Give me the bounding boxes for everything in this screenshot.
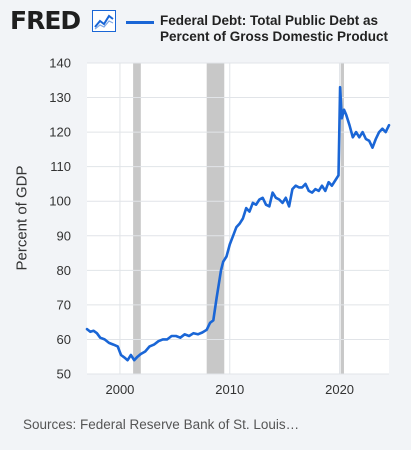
recession-shading <box>133 63 344 374</box>
series-line-0[interactable] <box>85 85 391 362</box>
y-tick-label: 110 <box>50 159 71 174</box>
chart-header: FRED Federal Debt: Total Public Debt as … <box>8 6 408 50</box>
y-tick-label: 140 <box>49 56 71 71</box>
y-tick-label: 90 <box>57 228 71 243</box>
legend-label: Federal Debt: Total Public Debt as Perce… <box>160 13 405 45</box>
source-note[interactable]: Sources: Federal Reserve Bank of St. Lou… <box>23 417 300 432</box>
y-tick-label: 50 <box>57 367 71 382</box>
series-layer <box>85 85 391 362</box>
legend-label-line2: Percent of Gross Domestic Product <box>160 29 389 44</box>
legend-label-line1: Federal Debt: Total Public Debt as <box>160 13 379 28</box>
fred-logo[interactable]: FRED <box>10 6 81 35</box>
x-tick-label: 2010 <box>215 382 244 397</box>
x-axis-ticks: 2000 2010 2020 <box>105 382 354 397</box>
legend-swatch <box>126 21 154 24</box>
y-tick-label: 130 <box>49 90 71 105</box>
recession-bar-0 <box>133 63 141 374</box>
x-tick-label: 2020 <box>325 382 354 397</box>
y-tick-label: 100 <box>49 194 71 209</box>
y-tick-label: 80 <box>57 263 71 278</box>
recession-bar-1 <box>206 63 225 374</box>
y-tick-label: 60 <box>57 332 71 347</box>
recession-bar-2 <box>340 63 344 374</box>
y-axis-label: Percent of GDP <box>13 165 31 271</box>
grid-lines <box>87 62 389 375</box>
y-tick-label: 70 <box>57 297 71 312</box>
x-tick-label: 2000 <box>105 382 134 397</box>
line-chart-icon <box>92 10 116 32</box>
y-tick-label: 120 <box>49 125 71 140</box>
y-axis-ticks: 50 60 70 80 90 100 110 120 130 140 <box>49 56 71 382</box>
